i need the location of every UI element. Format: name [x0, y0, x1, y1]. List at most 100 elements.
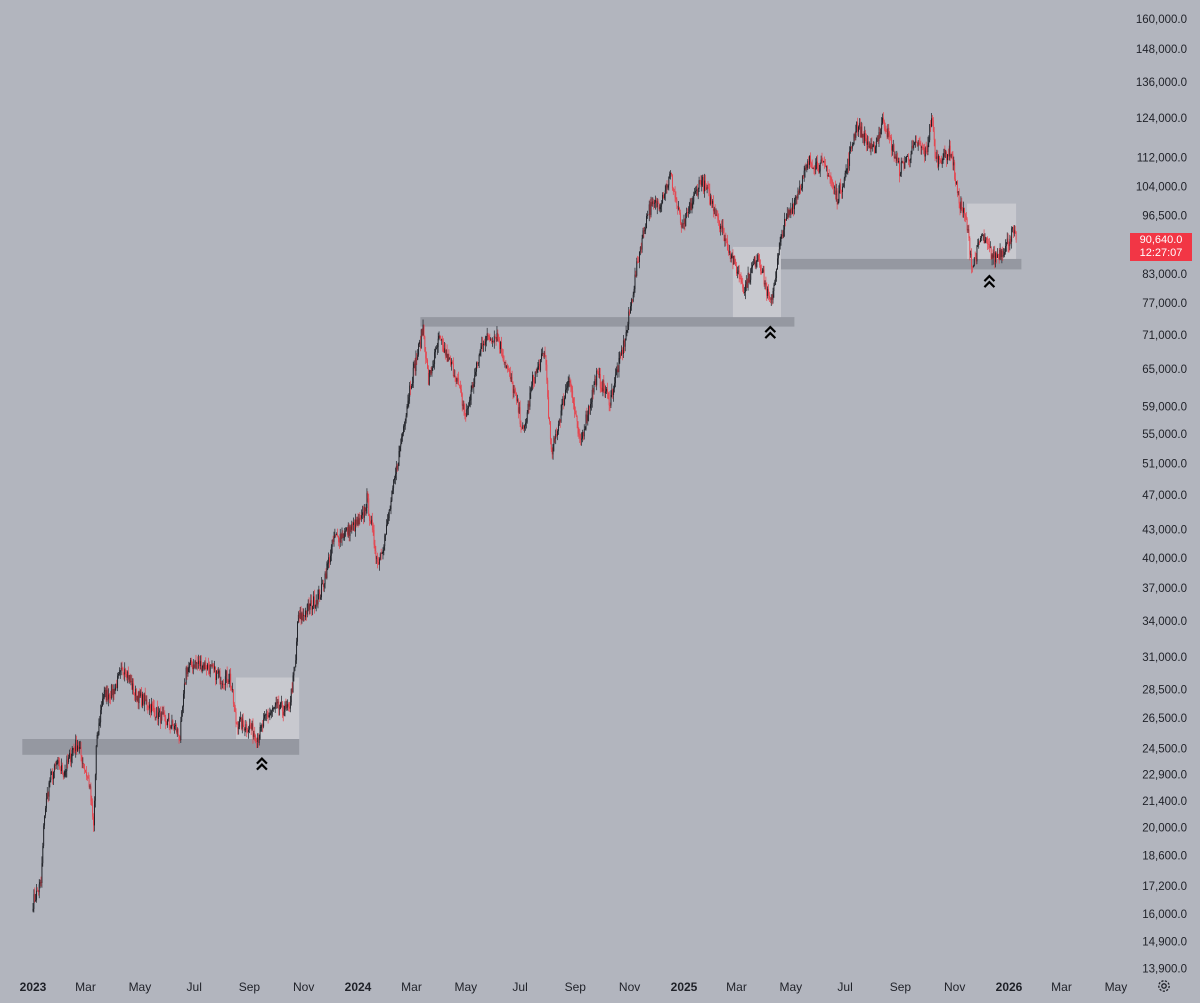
candle-body — [353, 522, 355, 525]
candle — [355, 516, 357, 528]
candle-body — [281, 702, 283, 712]
candle — [931, 115, 933, 127]
candle-body — [208, 668, 210, 674]
candle — [118, 667, 120, 676]
candle — [399, 445, 401, 458]
candle — [382, 547, 384, 560]
candle-body — [898, 161, 900, 163]
candle-body — [816, 161, 818, 163]
candle-body — [739, 278, 741, 280]
candle-body — [887, 127, 889, 137]
candle-body — [181, 711, 183, 722]
candle — [570, 379, 572, 393]
candle — [265, 709, 267, 722]
candle-body — [125, 669, 127, 675]
candle — [789, 209, 791, 216]
candle-body — [532, 375, 534, 386]
candle — [292, 672, 294, 693]
candle-body — [173, 725, 175, 729]
candle-body — [631, 299, 633, 302]
candle-body — [859, 123, 861, 138]
candle-body — [687, 212, 689, 213]
candle — [977, 238, 979, 247]
candle-body — [399, 446, 401, 451]
candle — [593, 381, 595, 395]
candle — [41, 856, 43, 888]
candle — [520, 420, 522, 433]
candle-body — [959, 203, 961, 210]
candle-body — [157, 707, 159, 720]
candle — [861, 122, 863, 139]
price-axis[interactable]: 13,900.014,900.016,000.017,200.018,600.0… — [1136, 14, 1187, 976]
candle-body — [744, 292, 745, 293]
candle-body — [424, 336, 426, 352]
candle — [526, 410, 528, 424]
candle — [898, 157, 900, 164]
candle-body — [538, 363, 540, 366]
candle — [47, 791, 49, 803]
candle-body — [156, 707, 158, 718]
candle — [816, 156, 818, 170]
candle — [384, 533, 386, 551]
candle-body — [329, 555, 331, 563]
candle-body — [288, 704, 290, 707]
candle — [685, 213, 687, 227]
candle — [626, 330, 628, 337]
time-tick-label: Nov — [619, 980, 640, 994]
candle — [68, 754, 70, 765]
candle-body — [550, 438, 552, 450]
candle — [35, 893, 37, 902]
candle — [575, 410, 577, 417]
candle-body — [905, 161, 907, 163]
candle-body — [310, 600, 312, 604]
candle — [810, 161, 812, 168]
candle-body — [69, 753, 70, 758]
candle-body — [500, 342, 502, 353]
candle — [900, 157, 902, 177]
candle — [128, 675, 130, 684]
candle — [289, 695, 291, 713]
candle-body — [514, 389, 516, 391]
candle — [222, 680, 224, 689]
candle — [932, 117, 934, 132]
candle — [125, 667, 127, 678]
candle-body — [826, 166, 827, 168]
gear-icon[interactable] — [1156, 978, 1172, 994]
candle — [655, 195, 656, 210]
last-price-tag: 90,640.0 12:27:07 — [1130, 233, 1192, 261]
candle — [91, 795, 93, 806]
candle — [727, 234, 729, 251]
candle — [331, 539, 333, 554]
candle-body — [421, 329, 423, 336]
candle — [446, 344, 448, 363]
candle-body — [857, 122, 859, 132]
time-axis[interactable]: 2023 Mar May Jul Sep Nov 2024 Mar May Jul Sep Nov 20… — [20, 980, 1128, 994]
candle — [230, 668, 232, 691]
candle-body — [242, 718, 244, 725]
candle-body — [972, 266, 973, 268]
candle-body — [408, 397, 410, 401]
candle-body — [253, 733, 255, 737]
candle — [999, 243, 1001, 261]
candle-body — [598, 371, 599, 375]
candle-body — [313, 596, 315, 608]
candle — [858, 125, 859, 137]
price-tick-label: 83,000.0 — [1142, 269, 1187, 281]
candle — [946, 150, 948, 167]
candle-body — [440, 337, 442, 341]
candle — [522, 422, 524, 430]
candle — [469, 394, 471, 408]
candle-body — [943, 149, 945, 157]
candle-body — [484, 343, 485, 345]
candle-body — [669, 174, 671, 177]
candle-body — [510, 377, 512, 380]
candle-body — [911, 145, 913, 154]
candle — [197, 656, 199, 671]
candle-body — [974, 257, 976, 259]
candle — [842, 183, 843, 199]
candle-body — [470, 389, 472, 401]
candle-body — [54, 764, 56, 766]
candle-body — [135, 689, 137, 701]
